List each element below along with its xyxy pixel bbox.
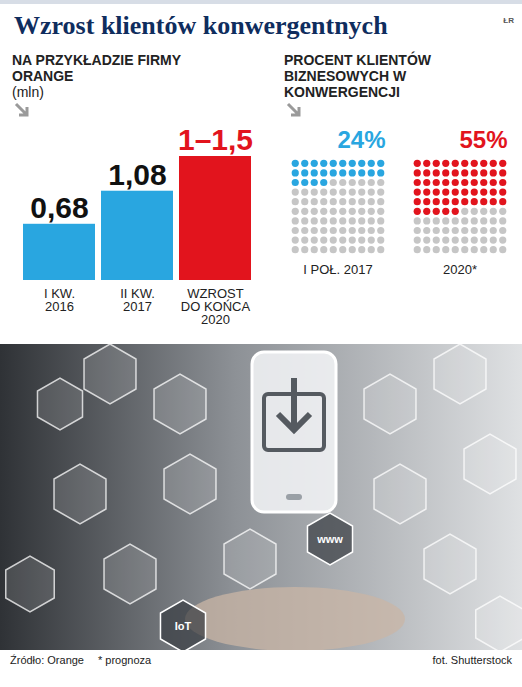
svg-text:WZROSTDO KOŃCA2020: WZROSTDO KOŃCA2020: [181, 286, 251, 327]
svg-text:0,68: 0,68: [30, 191, 88, 224]
svg-text:I POŁ. 2017: I POŁ. 2017: [303, 262, 372, 277]
svg-text:II KW.2017: II KW.2017: [120, 286, 155, 314]
svg-text:IoT: IoT: [175, 620, 192, 632]
svg-text:1,08: 1,08: [108, 158, 166, 191]
html-text:* prognoza: * prognoza: [98, 654, 152, 666]
html-text:ŁR: ŁR: [503, 16, 514, 25]
html-text:PROCENT KLIENTÓW BIZNESOWYCH W: PROCENT KLIENTÓW BIZNESOWYCH W KONWERGEN…: [284, 52, 431, 100]
svg-text:55%: 55%: [459, 126, 507, 153]
html-text:fot. Shutterstock: fot. Shutterstock: [432, 654, 512, 666]
svg-text:1–1,5: 1–1,5: [178, 123, 253, 156]
svg-text:www: www: [316, 533, 343, 545]
html-text:Źródło: Orange: Źródło: Orange: [10, 654, 84, 666]
html-text:NA PRZYKŁADZIE FIRMY ORANGE: NA PRZYKŁADZIE FIRMY ORANGE: [12, 52, 181, 84]
svg-text:2020*: 2020*: [443, 262, 477, 277]
svg-text:I KW.2016: I KW.2016: [44, 286, 75, 314]
html-text:(mln): (mln): [12, 84, 44, 100]
svg-text:24%: 24%: [337, 126, 385, 153]
html-text:Wzrost klientów konwergentnych: Wzrost klientów konwergentnych: [14, 11, 388, 40]
